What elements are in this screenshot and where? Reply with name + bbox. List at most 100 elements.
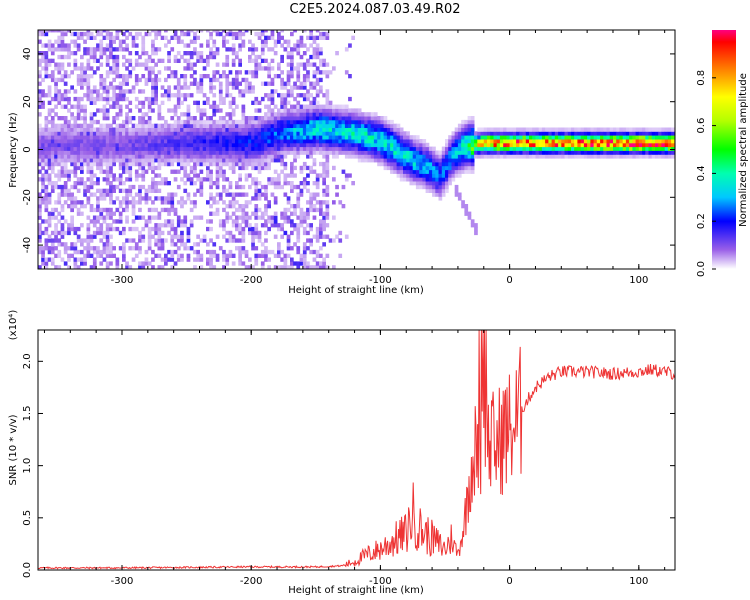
spectrogram-cell bbox=[325, 184, 330, 190]
spectrogram-cell bbox=[283, 127, 288, 132]
spectrogram-cell bbox=[180, 165, 184, 171]
spectrogram-cell bbox=[273, 43, 278, 48]
spectrogram-cell bbox=[131, 196, 136, 201]
spectrogram-cell bbox=[377, 150, 381, 155]
spectrogram-cell bbox=[138, 127, 142, 132]
spectrogram-cell bbox=[470, 161, 475, 167]
spectrogram-cell bbox=[606, 146, 611, 151]
spectrogram-cell bbox=[47, 158, 52, 163]
spectrogram-cell bbox=[73, 154, 78, 159]
spectrogram-cell bbox=[70, 31, 74, 37]
spectrogram-cell bbox=[241, 165, 246, 171]
spectrogram-cell bbox=[176, 123, 181, 128]
spectrogram-cell bbox=[322, 200, 326, 205]
spectrogram-cell bbox=[186, 192, 191, 197]
spectrogram-cell bbox=[83, 246, 87, 251]
spectrogram-cell bbox=[141, 39, 146, 44]
spectrogram-cell bbox=[38, 200, 42, 205]
spectrogram-cell bbox=[118, 39, 123, 44]
spectrogram-cell bbox=[44, 51, 49, 56]
spectrogram-cell bbox=[189, 223, 194, 228]
spectrogram-cell bbox=[538, 150, 543, 155]
spectrogram-cell bbox=[235, 181, 239, 186]
spectrogram-cell bbox=[415, 169, 420, 174]
spectrogram-cell bbox=[306, 146, 310, 151]
spectrogram-cell bbox=[244, 158, 249, 163]
spectrogram-cell bbox=[157, 150, 162, 155]
spectrogram-cell bbox=[664, 127, 669, 132]
spectrogram-cell bbox=[176, 215, 181, 220]
spectrogram-cell bbox=[173, 31, 178, 37]
spectrogram-cell bbox=[587, 131, 591, 136]
spectrogram-cell bbox=[118, 161, 123, 167]
spectrogram-cell bbox=[157, 31, 162, 37]
spectrogram-cell bbox=[290, 85, 294, 90]
spectrogram-cell bbox=[186, 230, 191, 236]
spectrogram-cell bbox=[625, 142, 630, 148]
spectrogram-cell bbox=[128, 192, 133, 197]
spectrogram-cell bbox=[202, 123, 207, 128]
spectrogram-cell bbox=[147, 242, 152, 247]
spectrogram-cell bbox=[57, 238, 62, 243]
spectrogram-cell bbox=[525, 135, 530, 140]
spectrogram-cell bbox=[490, 146, 494, 151]
spectrogram-cell bbox=[264, 104, 268, 109]
spectrogram-cell bbox=[425, 158, 430, 163]
spectrogram-cell bbox=[228, 81, 233, 86]
spectrogram-cell bbox=[92, 158, 97, 163]
spectrogram-cell bbox=[89, 142, 94, 148]
spectrogram-cell bbox=[315, 207, 320, 213]
colorbar-label: Normalized spectral amplitude bbox=[738, 73, 749, 227]
spectrogram-cell bbox=[464, 211, 469, 216]
spectrogram-cell bbox=[199, 116, 204, 121]
spectrogram-cell bbox=[41, 131, 45, 136]
spectrogram-cell bbox=[235, 85, 239, 90]
spectrogram-cell bbox=[170, 223, 175, 228]
spectrogram-cell bbox=[373, 116, 378, 121]
spectrogram-cell bbox=[545, 154, 549, 159]
spectrogram-cell bbox=[244, 249, 249, 255]
spectrogram-cell bbox=[357, 135, 362, 140]
spectrogram-cell bbox=[467, 131, 472, 136]
spectrogram-cell bbox=[160, 35, 165, 40]
spectrogram-cell bbox=[38, 169, 42, 174]
spectrogram-cell bbox=[319, 150, 323, 155]
spectrogram-cell bbox=[290, 58, 294, 63]
spectrogram-cell bbox=[228, 146, 233, 151]
spectrogram-cell bbox=[92, 51, 97, 56]
spectrogram-cell bbox=[548, 135, 553, 140]
spectrogram-cell bbox=[260, 215, 265, 220]
spectrogram-cell bbox=[290, 47, 294, 52]
spectrogram-cell bbox=[212, 39, 217, 44]
spectrogram-cell bbox=[277, 112, 281, 117]
spectrogram-cell bbox=[577, 131, 582, 136]
y-tick-label: 0 bbox=[22, 146, 33, 152]
spectrogram-cell bbox=[283, 39, 288, 44]
spectrogram-cell bbox=[270, 112, 275, 117]
spectrogram-cell bbox=[238, 261, 242, 266]
spectrogram-cell bbox=[238, 249, 242, 255]
spectrogram-cell bbox=[264, 58, 268, 63]
spectrogram-cell bbox=[218, 123, 223, 128]
spectrogram-cell bbox=[218, 165, 223, 171]
spectrogram-cell bbox=[522, 142, 527, 148]
spectrogram-cell bbox=[412, 173, 417, 178]
spectrogram-cell bbox=[425, 161, 430, 167]
spectrogram-cell bbox=[241, 127, 246, 132]
spectrogram-cell bbox=[99, 158, 104, 163]
spectrogram-cell bbox=[122, 158, 126, 163]
spectrogram-cell bbox=[63, 146, 68, 151]
spectrogram-cell bbox=[105, 161, 110, 167]
spectrogram-cell bbox=[264, 246, 268, 251]
spectrogram-cell bbox=[99, 30, 104, 33]
spectrogram-cell bbox=[225, 47, 230, 52]
spectrogram-cell bbox=[325, 100, 330, 105]
spectrogram-cell bbox=[574, 131, 578, 136]
spectrogram-cell bbox=[228, 181, 233, 186]
spectrogram-cell bbox=[183, 127, 188, 132]
spectrogram-cell bbox=[671, 142, 675, 148]
spectrogram-cell bbox=[290, 146, 294, 151]
spectrogram-cell bbox=[280, 127, 284, 132]
spectrogram-cell bbox=[57, 177, 62, 182]
spectrogram-cell bbox=[73, 230, 78, 236]
